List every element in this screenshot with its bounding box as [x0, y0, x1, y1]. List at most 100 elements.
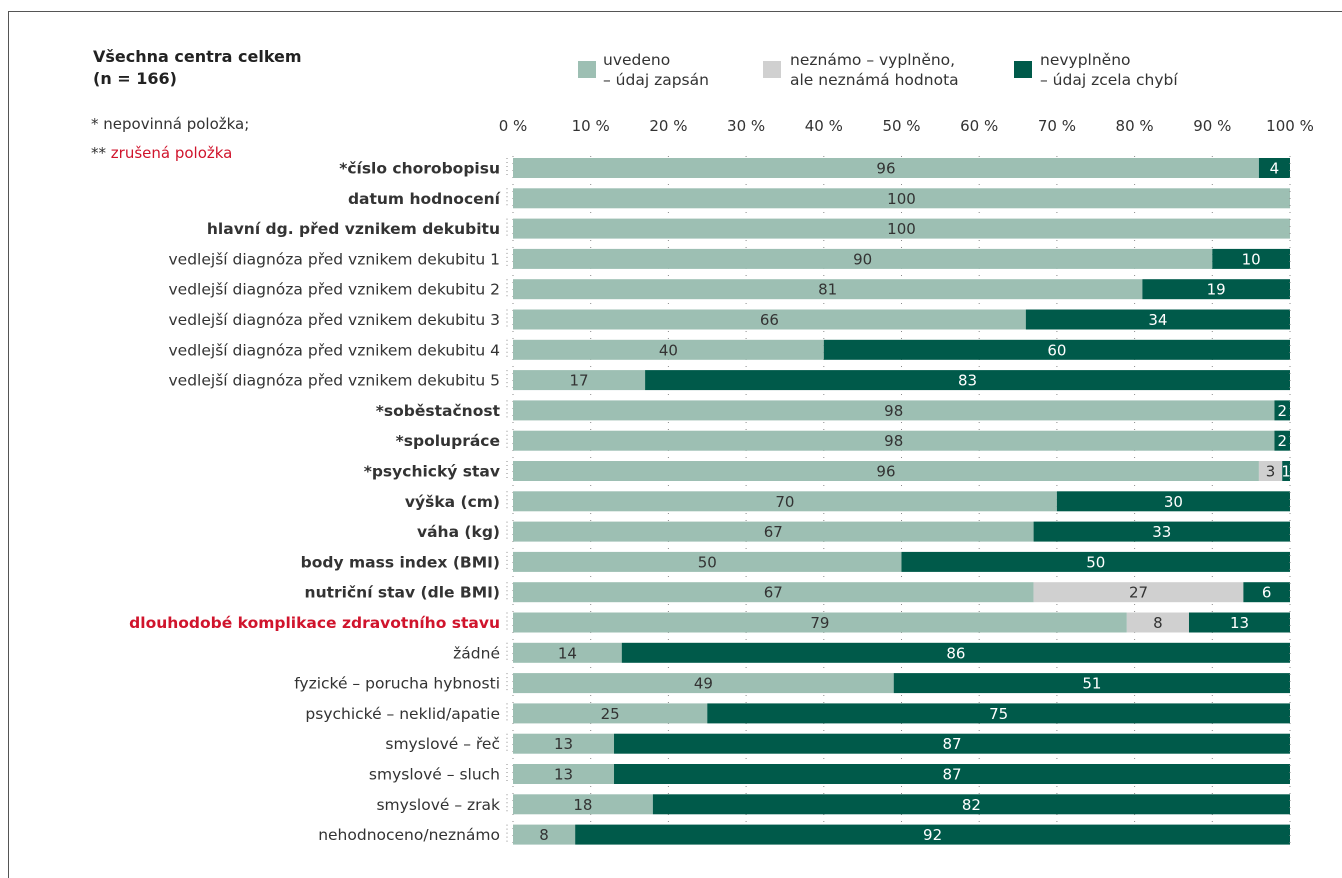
bar-segment-uvedeno [513, 309, 1026, 330]
data-label: 98 [884, 402, 903, 420]
x-tick-label: 20 % [649, 117, 687, 135]
data-label: 82 [962, 796, 981, 814]
x-tick-label: 10 % [572, 117, 610, 135]
x-tick-label: 90 % [1193, 117, 1231, 135]
bar-segment-uvedeno [513, 642, 622, 663]
bar-segment-uvedeno [513, 279, 1143, 300]
chart-title-line2: (n = 166) [93, 69, 177, 88]
bar-segment-nevyplneno [823, 339, 1290, 360]
data-label: 14 [558, 644, 577, 662]
legend-swatch-uvedeno [578, 61, 596, 78]
data-label: 10 [1242, 250, 1261, 268]
row-label: *spolupráce [396, 432, 500, 450]
bar-segment-nevyplneno [893, 673, 1290, 694]
x-tick-label: 70 % [1038, 117, 1076, 135]
data-label: 8 [1153, 614, 1163, 632]
x-tick-label: 50 % [882, 117, 920, 135]
data-label: 6 [1262, 584, 1272, 602]
bar-segment-nevyplneno [652, 794, 1290, 815]
bar-segment-nevyplneno [1188, 612, 1290, 633]
x-tick-label: 100 % [1266, 117, 1314, 135]
data-label: 50 [1086, 553, 1105, 571]
bar-segment-uvedeno [513, 188, 1290, 209]
bar-segment-nevyplneno [707, 703, 1290, 724]
row-label: dlouhodobé komplikace zdravotního stavu [129, 614, 500, 632]
data-label: 98 [884, 432, 903, 450]
row-label: vedlejší diagnóza před vznikem dekubitu … [169, 250, 501, 268]
data-label: 100 [887, 220, 916, 238]
bar-segment-nevyplneno [1033, 521, 1290, 542]
data-label: 79 [810, 614, 829, 632]
x-tick-label: 30 % [727, 117, 765, 135]
data-label: 19 [1207, 281, 1226, 299]
note-optional-item: * nepovinná položka; [91, 115, 250, 133]
data-label: 87 [942, 766, 961, 784]
bar-segment-nevyplneno [621, 642, 1290, 663]
data-label: 30 [1164, 493, 1183, 511]
row-label: výška (cm) [405, 493, 500, 511]
bar-segment-uvedeno [513, 430, 1275, 451]
data-label: 100 [887, 190, 916, 208]
bar-segment-uvedeno [513, 703, 708, 724]
row-label: žádné [453, 644, 500, 662]
row-label: nehodnoceno/neznámo [318, 826, 500, 844]
row-label: vedlejší diagnóza před vznikem dekubitu … [169, 341, 501, 359]
data-label: 4 [1270, 160, 1280, 178]
data-label: 70 [775, 493, 794, 511]
x-tick-label: 80 % [1116, 117, 1154, 135]
legend-swatch-nevyplneno [1014, 61, 1032, 78]
data-label: 75 [989, 705, 1008, 723]
data-label: 66 [760, 311, 779, 329]
legend-label-uvedeno-line1: uvedeno [603, 51, 671, 69]
data-label: 33 [1152, 523, 1171, 541]
bar-segment-uvedeno [513, 158, 1259, 178]
legend-label-nevyplneno-line2: – údaj zcela chybí [1040, 71, 1178, 89]
bar-segment-uvedeno [513, 794, 653, 815]
x-tick-label: 60 % [960, 117, 998, 135]
data-label: 3 [1266, 463, 1276, 481]
bar-segment-uvedeno [513, 339, 824, 360]
bar-segment-uvedeno [513, 521, 1034, 542]
row-label: datum hodnocení [348, 190, 501, 208]
figure-frame [8, 11, 1342, 878]
bar-segment-nevyplneno [614, 764, 1290, 784]
bar-segment-nevyplneno [645, 370, 1290, 391]
data-label: 13 [554, 766, 573, 784]
bar-segment-neznamo [1033, 582, 1244, 603]
data-label: 92 [923, 826, 942, 844]
row-label: váha (kg) [417, 523, 500, 541]
row-label: smyslové – sluch [369, 766, 500, 784]
data-label: 83 [958, 372, 977, 390]
row-label: *soběstačnost [376, 402, 501, 420]
note-cancelled-text: zrušená položka [110, 144, 233, 162]
bar-segment-uvedeno [513, 733, 615, 754]
bar-segment-neznamo [1126, 612, 1189, 633]
bar-segment-uvedeno [513, 551, 902, 572]
data-label: 86 [946, 644, 965, 662]
data-label: 87 [942, 735, 961, 753]
legend-entry-nevyplneno: nevyplněno – údaj zcela chybí [1040, 50, 1178, 90]
legend-label-uvedeno-line2: – údaj zapsán [603, 71, 709, 89]
row-label: body mass index (BMI) [301, 553, 500, 571]
data-label: 50 [698, 553, 717, 571]
row-label: *psychický stav [364, 463, 500, 481]
legend-entry-neznamo: neznámo – vyplněno, ale neznámá hodnota [790, 50, 959, 90]
bar-segment-uvedeno [513, 370, 646, 391]
bar-segment-neznamo [1258, 461, 1283, 481]
data-label: 81 [818, 281, 837, 299]
bar-segment-nevyplneno [575, 824, 1290, 845]
row-label: smyslové – zrak [376, 796, 500, 814]
bar-segment-nevyplneno [1258, 158, 1290, 178]
data-label: 96 [876, 160, 895, 178]
row-label: nutriční stav (dle BMI) [305, 584, 500, 602]
data-label: 27 [1129, 584, 1148, 602]
bar-segment-nevyplneno [1056, 491, 1290, 512]
data-label: 67 [764, 523, 783, 541]
data-label: 2 [1277, 402, 1287, 420]
legend-label-neznamo-line1: neznámo – vyplněno, [790, 51, 956, 69]
legend-label-nevyplneno-line1: nevyplněno [1040, 51, 1131, 69]
row-label: *číslo chorobopisu [339, 160, 500, 178]
legend-entry-uvedeno: uvedeno – údaj zapsán [603, 50, 709, 90]
note-cancelled-item: ** zrušená položka [91, 144, 232, 162]
